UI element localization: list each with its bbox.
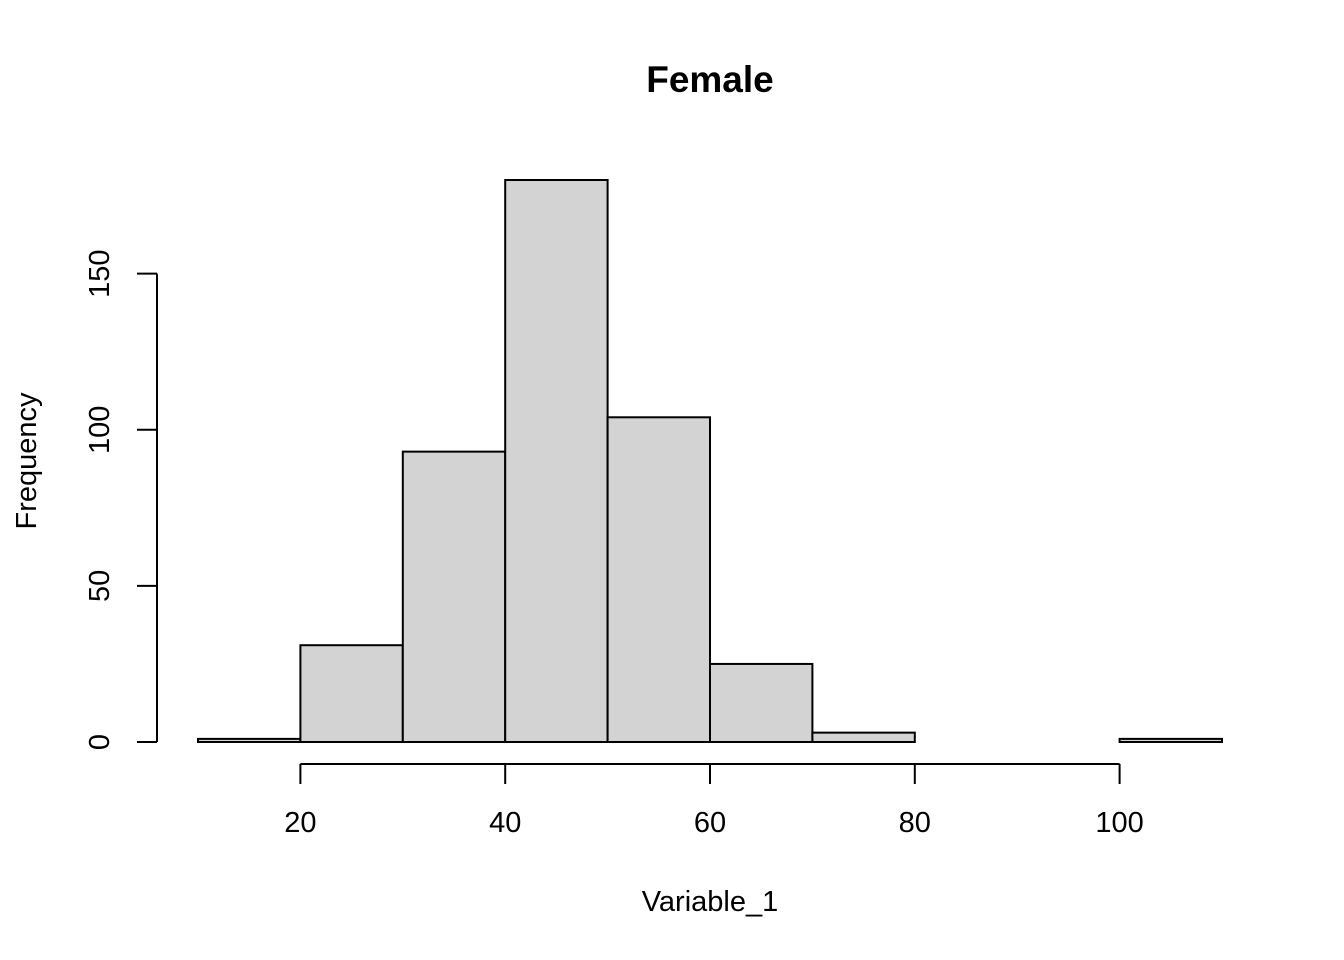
- histogram-bar: [401, 450, 507, 743]
- chart-title: Female: [646, 59, 774, 100]
- y-tick-label: 100: [84, 406, 116, 454]
- x-tick-label: 60: [694, 807, 726, 839]
- y-tick-label: 0: [84, 734, 116, 750]
- x-tick-label: 40: [489, 807, 521, 839]
- y-tick-label: 50: [84, 570, 116, 602]
- histogram-bar: [197, 737, 302, 744]
- x-tick-label: 80: [899, 807, 931, 839]
- x-tick-label: 100: [1095, 807, 1143, 839]
- x-axis: 20 40 60 80 100: [284, 763, 1144, 839]
- y-tick-label: 150: [84, 249, 116, 297]
- histogram-bar: [709, 662, 814, 744]
- histogram-bar: [504, 179, 609, 743]
- histogram-bar: [1118, 737, 1223, 744]
- x-tick-label: 20: [284, 807, 316, 839]
- histogram-bar: [811, 731, 916, 744]
- bars-group: [197, 179, 1223, 744]
- y-axis: 0 50 100 150: [84, 249, 158, 750]
- y-axis-label: Frequency: [11, 392, 43, 530]
- x-axis-label: Variable_1: [642, 886, 779, 918]
- histogram-bar: [299, 644, 404, 744]
- histogram-bar: [606, 416, 711, 743]
